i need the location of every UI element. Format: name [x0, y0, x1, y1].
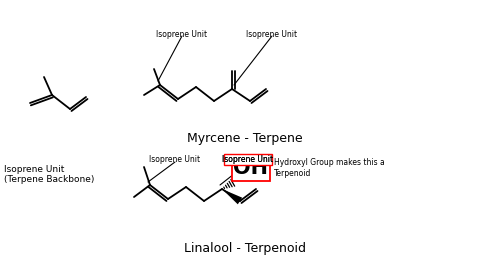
Text: Isoprene Unit: Isoprene Unit — [222, 155, 274, 164]
Text: Isoprene Unit: Isoprene Unit — [246, 30, 298, 39]
Text: Linalool - Terpenoid: Linalool - Terpenoid — [184, 242, 306, 255]
Bar — [224, 154, 272, 165]
Text: Isoprene Unit: Isoprene Unit — [222, 155, 274, 164]
Text: Isoprene Unit: Isoprene Unit — [156, 30, 207, 39]
Bar — [232, 155, 270, 181]
Polygon shape — [222, 189, 242, 204]
Text: Myrcene - Terpene: Myrcene - Terpene — [187, 132, 303, 145]
Text: Isoprene Unit: Isoprene Unit — [149, 155, 201, 164]
Text: OH: OH — [233, 158, 268, 178]
Text: Hydroxyl Group makes this a
Terpenoid: Hydroxyl Group makes this a Terpenoid — [274, 158, 385, 178]
Text: Isoprene Unit
(Terpene Backbone): Isoprene Unit (Terpene Backbone) — [4, 165, 95, 184]
